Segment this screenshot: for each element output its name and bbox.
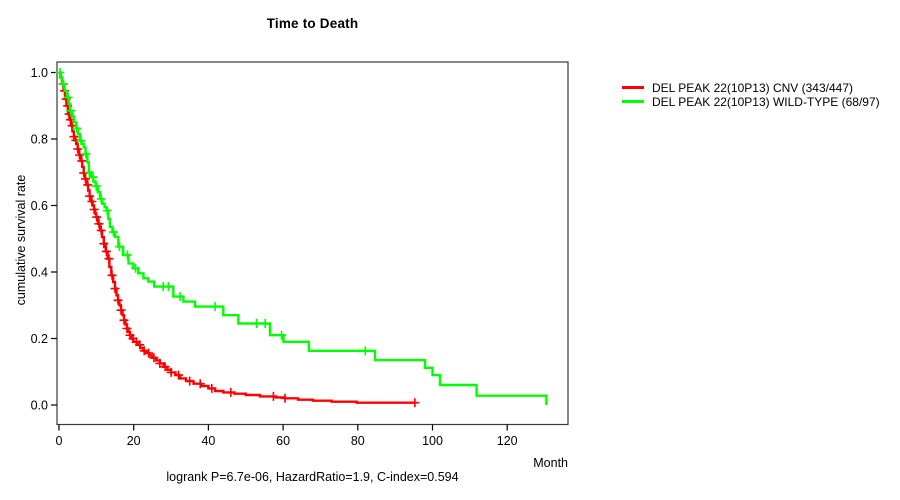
- censor-mark-cnv: [166, 367, 176, 377]
- censor-mark-wild-type: [163, 282, 173, 292]
- censor-mark-wild-type: [122, 250, 132, 260]
- censor-mark-wild-type: [91, 181, 101, 191]
- legend-line-green-icon: [622, 100, 644, 103]
- censor-mark-cnv: [116, 305, 126, 315]
- censor-mark-cnv: [104, 254, 114, 264]
- censor-mark-cnv: [226, 387, 236, 397]
- y-axis-tick-label: 0.6: [31, 199, 48, 213]
- censor-mark-wild-type: [81, 149, 91, 159]
- censor-mark-wild-type: [260, 319, 270, 328]
- censor-mark-wild-type: [96, 194, 106, 204]
- x-axis-tick-label: 60: [276, 434, 290, 448]
- censor-mark-cnv: [122, 324, 132, 333]
- censor-mark-wild-type: [109, 227, 118, 237]
- censor-mark-cnv: [410, 398, 420, 408]
- chart-title: Time to Death: [266, 16, 359, 31]
- censor-mark-cnv: [195, 379, 205, 389]
- censor-mark-cnv: [94, 219, 104, 229]
- y-axis-tick-label: 0.2: [31, 332, 48, 346]
- y-axis-tick-label: 0.4: [31, 265, 48, 279]
- legend-item-wild-type: DEL PEAK 22(10P13) WILD-TYPE (68/97): [622, 94, 880, 109]
- censor-mark-cnv: [81, 174, 90, 184]
- x-axis-tick-label: 0: [56, 434, 63, 448]
- censor-mark-cnv: [83, 180, 93, 190]
- censor-mark-cnv: [280, 393, 290, 403]
- legend-label-wild-type: DEL PEAK 22(10P13) WILD-TYPE (68/97): [652, 94, 880, 109]
- y-axis-tick-label: 0.0: [31, 398, 48, 412]
- x-axis-tick-label: 40: [201, 434, 215, 448]
- censor-mark-cnv: [110, 284, 120, 294]
- censor-mark-wild-type: [76, 136, 86, 146]
- x-axis-tick-label: 80: [351, 434, 365, 448]
- censor-mark-wild-type: [115, 242, 124, 252]
- censor-mark-wild-type: [277, 330, 287, 340]
- censor-mark-cnv: [85, 191, 95, 201]
- legend: DEL PEAK 22(10P13) CNV (343/447) DEL PEA…: [622, 81, 880, 109]
- legend-label-cnv: DEL PEAK 22(10P13) CNV (343/447): [652, 80, 853, 95]
- censor-mark-wild-type: [59, 79, 68, 89]
- censor-mark-cnv: [268, 391, 278, 401]
- legend-item-cnv: DEL PEAK 22(10P13) CNV (343/447): [622, 80, 880, 95]
- censor-mark-wild-type: [252, 319, 262, 328]
- censor-mark-cnv: [89, 205, 99, 214]
- censor-mark-wild-type: [360, 346, 370, 356]
- censor-mark-wild-type: [72, 123, 82, 133]
- censor-mark-cnv: [160, 362, 170, 372]
- censor-mark-wild-type: [55, 68, 65, 77]
- x-axis-tick-label: 100: [422, 434, 443, 448]
- censor-mark-cnv: [87, 197, 97, 206]
- censor-mark-wild-type: [102, 206, 112, 215]
- censor-mark-wild-type: [175, 292, 185, 302]
- censor-mark-cnv: [75, 150, 84, 160]
- censor-mark-wild-type: [84, 167, 94, 177]
- y-axis-tick-label: 0.8: [31, 132, 48, 146]
- censor-mark-cnv: [101, 246, 111, 256]
- censor-mark-cnv: [149, 353, 159, 363]
- censor-mark-wild-type: [210, 302, 220, 312]
- censor-mark-cnv: [107, 270, 117, 280]
- logrank-annotation: logrank P=6.7e-06, HazardRatio=1.9, C-in…: [166, 470, 459, 484]
- x-axis-tick-label: 120: [497, 434, 518, 448]
- censor-mark-cnv: [77, 156, 87, 166]
- censor-mark-cnv: [135, 340, 145, 350]
- censor-mark-cnv: [207, 383, 217, 393]
- km-curve-cnv: [59, 71, 416, 404]
- censor-mark-cnv: [99, 239, 109, 249]
- censor-mark-cnv: [96, 225, 106, 235]
- x-axis-tick-label: 20: [127, 434, 141, 448]
- censor-mark-cnv: [73, 144, 83, 154]
- censor-mark-wild-type: [88, 172, 98, 182]
- censor-mark-cnv: [92, 212, 102, 222]
- censor-mark-cnv: [155, 358, 165, 368]
- x-axis-title: Month: [533, 456, 568, 470]
- censor-mark-wild-type: [63, 92, 73, 102]
- censor-mark-wild-type: [66, 106, 76, 116]
- plot-box: [56, 61, 569, 426]
- legend-line-red-icon: [622, 86, 644, 89]
- censor-mark-cnv: [119, 315, 129, 325]
- censor-mark-cnv: [113, 295, 123, 305]
- censor-mark-wild-type: [131, 263, 141, 273]
- censor-mark-cnv: [185, 376, 195, 386]
- km-curve-wild-type: [58, 71, 548, 405]
- censor-mark-cnv: [144, 348, 154, 358]
- y-axis-tick-label: 1.0: [31, 66, 48, 80]
- censor-mark-cnv: [174, 370, 183, 380]
